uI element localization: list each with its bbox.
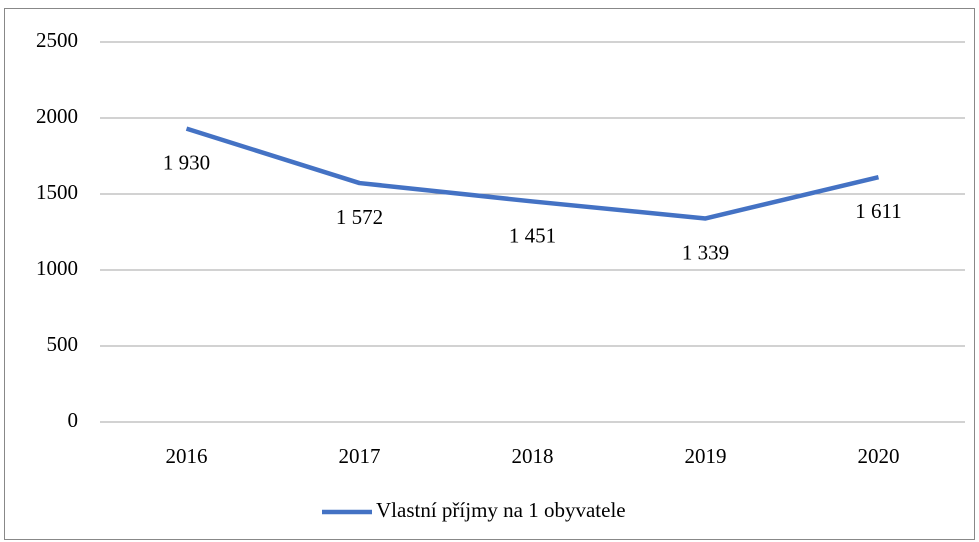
- legend-label: Vlastní příjmy na 1 obyvatele: [376, 498, 626, 522]
- x-tick-label: 2016: [166, 444, 208, 468]
- x-tick-label: 2020: [858, 444, 900, 468]
- chart-frame: [4, 8, 975, 540]
- x-tick-label: 2018: [512, 444, 554, 468]
- y-tick-label: 500: [47, 332, 79, 356]
- data-label: 1 572: [336, 205, 383, 229]
- y-tick-label: 1500: [36, 180, 78, 204]
- y-tick-label: 0: [68, 408, 79, 432]
- y-tick-label: 1000: [36, 256, 78, 280]
- data-label: 1 611: [855, 199, 901, 223]
- series-line: [185, 126, 880, 221]
- data-label: 1 339: [682, 240, 729, 264]
- data-label: 1 930: [163, 150, 210, 174]
- y-tick-label: 2000: [36, 104, 78, 128]
- data-label: 1 451: [509, 223, 556, 247]
- x-tick-label: 2019: [685, 444, 727, 468]
- y-tick-label: 2500: [36, 28, 78, 52]
- x-tick-label: 2017: [339, 444, 381, 468]
